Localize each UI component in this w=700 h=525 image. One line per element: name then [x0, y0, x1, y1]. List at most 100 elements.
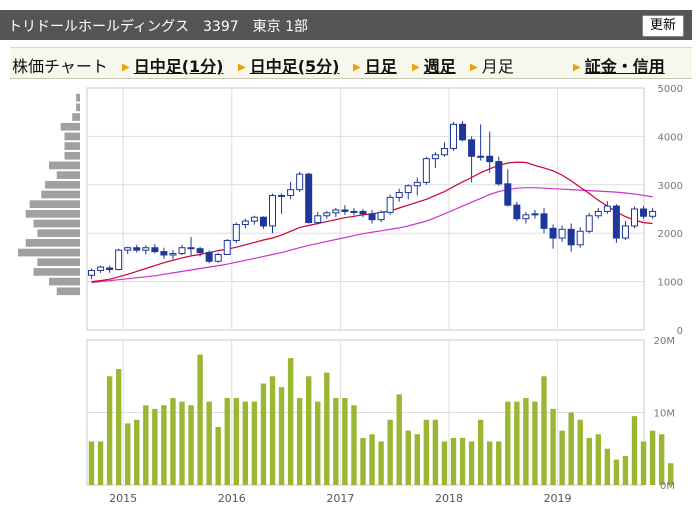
- histogram-bar: [64, 151, 80, 160]
- year-tick-label: 2019: [544, 492, 572, 505]
- candle: [522, 214, 530, 220]
- candle: [223, 239, 231, 255]
- arrow-icon: ▶: [353, 62, 361, 73]
- candle: [531, 213, 539, 216]
- volume-bar: [568, 412, 574, 485]
- volume-bar: [170, 398, 176, 485]
- candle: [178, 247, 186, 255]
- candle: [269, 194, 276, 227]
- candle: [296, 173, 304, 191]
- nav-link-intraday-1min[interactable]: ▶ 日中足(1分): [122, 57, 224, 76]
- year-tick-label: 2017: [326, 492, 354, 505]
- candle: [495, 161, 503, 185]
- volume-bar: [631, 416, 638, 485]
- candles: [88, 120, 657, 280]
- volume-bar: [668, 463, 674, 485]
- volume-bar: [613, 459, 620, 485]
- nav-link-margin[interactable]: ▶ 証金・信用: [573, 57, 665, 76]
- histogram-bar: [29, 200, 80, 208]
- candle: [486, 155, 494, 163]
- candle: [350, 210, 358, 213]
- volume-bar: [179, 401, 185, 485]
- candle: [413, 181, 421, 187]
- candle: [567, 228, 575, 246]
- volume-bar: [387, 419, 393, 485]
- histogram-bar: [25, 239, 80, 247]
- volume-tick-label: 10M: [654, 409, 675, 420]
- page-title: トリドールホールディングス 3397 東京 1部: [8, 19, 309, 35]
- volume-bar: [640, 441, 647, 485]
- volume-bar: [260, 383, 267, 485]
- candle: [287, 189, 295, 196]
- volume-bar: [405, 430, 411, 485]
- histogram-bar: [25, 210, 80, 218]
- candle: [558, 228, 566, 239]
- volume-bar: [97, 441, 104, 485]
- histogram-bar: [49, 277, 80, 286]
- candle: [332, 209, 340, 214]
- volume-bar: [278, 387, 285, 485]
- histogram-bar: [33, 219, 80, 228]
- nav-link-weekly[interactable]: ▶ 週足: [412, 57, 456, 76]
- histogram-bar: [76, 93, 80, 102]
- volume-bar: [514, 401, 520, 485]
- price-tick-label: 1000: [658, 278, 683, 289]
- volume-bar: [215, 427, 221, 485]
- candle: [142, 247, 150, 251]
- candle: [124, 247, 132, 251]
- candle: [97, 266, 105, 271]
- volume-bar: [441, 441, 448, 485]
- candle: [196, 248, 204, 254]
- volume-bar: [541, 376, 547, 485]
- volume-bar: [242, 401, 249, 485]
- candle: [106, 267, 114, 271]
- histogram-bar: [72, 113, 80, 121]
- volume-bar: [523, 398, 529, 485]
- candle: [305, 173, 313, 224]
- arrow-icon: ▶: [573, 62, 581, 73]
- volume-bar: [206, 401, 212, 485]
- volume-bar: [224, 398, 230, 485]
- candle: [214, 253, 222, 262]
- volume-bar: [622, 456, 629, 485]
- histogram-bar: [49, 161, 80, 170]
- candle: [205, 252, 213, 262]
- histogram-bar: [33, 268, 80, 276]
- nav-link-daily[interactable]: ▶ 日足: [353, 57, 397, 76]
- volume-bar: [342, 398, 348, 485]
- candle: [649, 210, 657, 217]
- volume-bar: [532, 401, 538, 485]
- candle: [395, 192, 403, 198]
- candle: [603, 205, 611, 212]
- ma-long-line: [91, 187, 653, 284]
- volume-bar: [369, 434, 375, 485]
- nav-link-intraday-5min[interactable]: ▶ 日中足(5分): [238, 57, 340, 76]
- candle: [468, 139, 476, 157]
- volume-bar: [423, 419, 430, 485]
- histogram-bar: [37, 229, 80, 238]
- volume-bar: [450, 437, 457, 485]
- year-tick-label: 2016: [218, 492, 246, 505]
- volume-bar: [88, 441, 95, 485]
- histogram-bar: [56, 171, 80, 179]
- volume-bar: [487, 441, 493, 485]
- refresh-button[interactable]: 更新: [641, 15, 684, 37]
- price-tick-label: 3000: [658, 181, 683, 192]
- year-tick-label: 2015: [109, 492, 137, 505]
- candle: [160, 251, 168, 256]
- candle: [631, 208, 638, 227]
- volume-by-price-histogram: [18, 93, 80, 296]
- candle: [585, 215, 593, 232]
- volume-bar: [197, 354, 203, 485]
- candle: [594, 210, 602, 217]
- volume-bar: [333, 398, 339, 485]
- volume-bar: [143, 405, 149, 485]
- arrow-icon: ▶: [238, 62, 246, 73]
- histogram-bar: [41, 190, 80, 199]
- volume-bar: [477, 419, 484, 485]
- histogram-bar: [56, 287, 80, 296]
- volume-bar: [649, 430, 656, 485]
- volume-bar: [306, 376, 312, 485]
- arrow-icon: ▶: [412, 62, 420, 73]
